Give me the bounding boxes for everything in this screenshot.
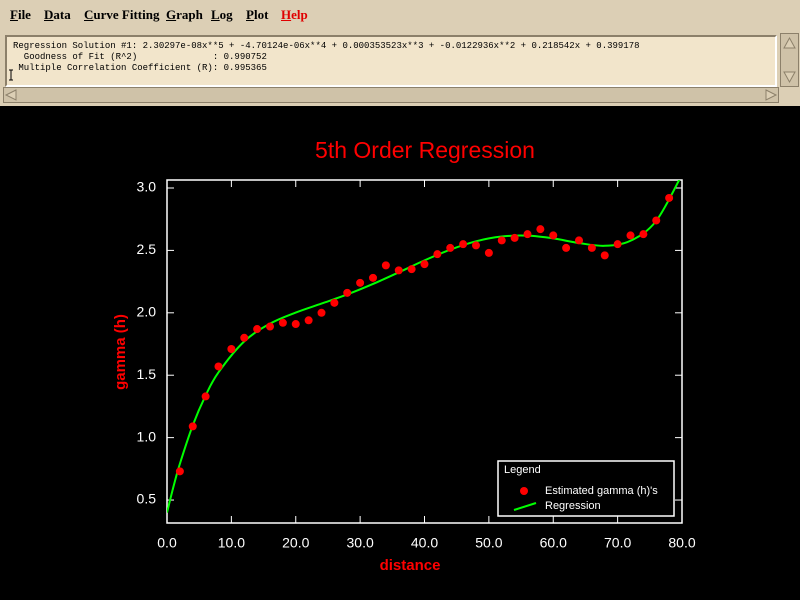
data-point	[188, 422, 197, 431]
x-tick-label: 20.0	[282, 535, 309, 551]
data-point	[266, 322, 274, 331]
menu-item[interactable]: Curve Fitting	[84, 7, 160, 22]
y-tick-label: 1.5	[137, 366, 157, 382]
y-tick-label: 3.0	[137, 179, 157, 195]
chart-title: 5th Order Regression	[315, 137, 535, 163]
scroll-arrows	[4, 89, 778, 101]
legend-label: Estimated gamma (h)'s	[545, 485, 658, 497]
data-point	[278, 318, 287, 327]
legend: Legend Estimated gamma (h)'s Regression	[497, 460, 675, 517]
legend-title: Legend	[504, 464, 541, 476]
data-point	[214, 362, 223, 371]
x-tick-label: 80.0	[668, 535, 695, 551]
y-axis-label: gamma (h)	[112, 314, 129, 390]
y-tick-label: 2.5	[137, 241, 157, 257]
chart-background	[0, 105, 800, 600]
vertical-scrollbar[interactable]	[780, 33, 799, 87]
data-point	[575, 236, 583, 245]
data-point	[639, 230, 648, 239]
data-point	[381, 261, 390, 270]
menu-item[interactable]: Data	[44, 7, 71, 22]
data-point	[369, 273, 377, 282]
y-tick-label: 0.5	[137, 491, 157, 507]
scroll-arrows	[783, 36, 796, 84]
menu-item[interactable]: File	[10, 7, 31, 22]
data-point	[523, 230, 532, 239]
output-line: Regression Solution #1: 2.30297e-08x**5 …	[13, 41, 640, 51]
data-point	[291, 320, 300, 329]
x-tick-label: 10.0	[218, 535, 245, 551]
data-point	[484, 248, 493, 257]
data-point	[510, 233, 519, 242]
data-point	[446, 243, 455, 252]
data-point	[330, 298, 339, 307]
data-point	[420, 260, 429, 269]
data-point	[652, 216, 661, 225]
data-point	[497, 236, 506, 245]
data-point	[356, 278, 365, 287]
legend-label: Regression	[545, 500, 601, 512]
data-point	[626, 231, 635, 240]
x-tick-label: 40.0	[411, 535, 438, 551]
y-tick-label: 2.0	[137, 304, 157, 320]
data-point	[613, 240, 622, 249]
menu-item[interactable]: Plot	[246, 7, 269, 22]
menu-item[interactable]: Graph	[166, 7, 203, 22]
x-tick-label: 50.0	[475, 535, 502, 551]
x-tick-label: 60.0	[540, 535, 567, 551]
data-point	[175, 467, 184, 476]
horizontal-scrollbar[interactable]	[3, 87, 779, 103]
data-point	[240, 333, 249, 342]
output-line: Goodness of Fit (R^2) : 0.990752	[13, 52, 267, 62]
y-tick-label: 1.0	[137, 428, 157, 444]
data-point	[343, 288, 352, 297]
output-line: Multiple Correlation Coefficient (R): 0.…	[13, 63, 267, 73]
x-tick-label: 70.0	[604, 535, 631, 551]
data-point	[394, 266, 403, 275]
menu-item[interactable]: Log	[211, 7, 233, 22]
x-axis-label: distance	[380, 557, 441, 574]
text-cursor	[9, 69, 13, 81]
data-point	[587, 243, 596, 252]
legend-swatch	[513, 502, 537, 511]
legend-swatch	[520, 487, 528, 495]
menu-item[interactable]: Help	[281, 7, 308, 22]
data-point	[549, 231, 558, 240]
data-point	[304, 316, 313, 325]
data-point	[253, 325, 262, 334]
legend-box	[497, 460, 675, 517]
menu-bar: File Data Curve Fitting Graph Log Plot Help	[0, 0, 800, 31]
data-point	[317, 308, 326, 317]
data-point	[433, 250, 442, 259]
output-panel: Regression Solution #1: 2.30297e-08x**5 …	[0, 30, 800, 106]
data-point	[472, 241, 480, 250]
data-point	[407, 265, 416, 274]
data-point	[201, 392, 210, 401]
data-point	[600, 251, 609, 260]
data-point	[459, 240, 468, 249]
x-tick-label: 0.0	[157, 535, 177, 551]
x-tick-label: 30.0	[347, 535, 374, 551]
output-text-area[interactable]: Regression Solution #1: 2.30297e-08x**5 …	[5, 35, 777, 87]
data-point	[562, 243, 571, 252]
data-point	[227, 345, 236, 354]
data-point	[665, 193, 674, 202]
data-point	[536, 225, 545, 234]
